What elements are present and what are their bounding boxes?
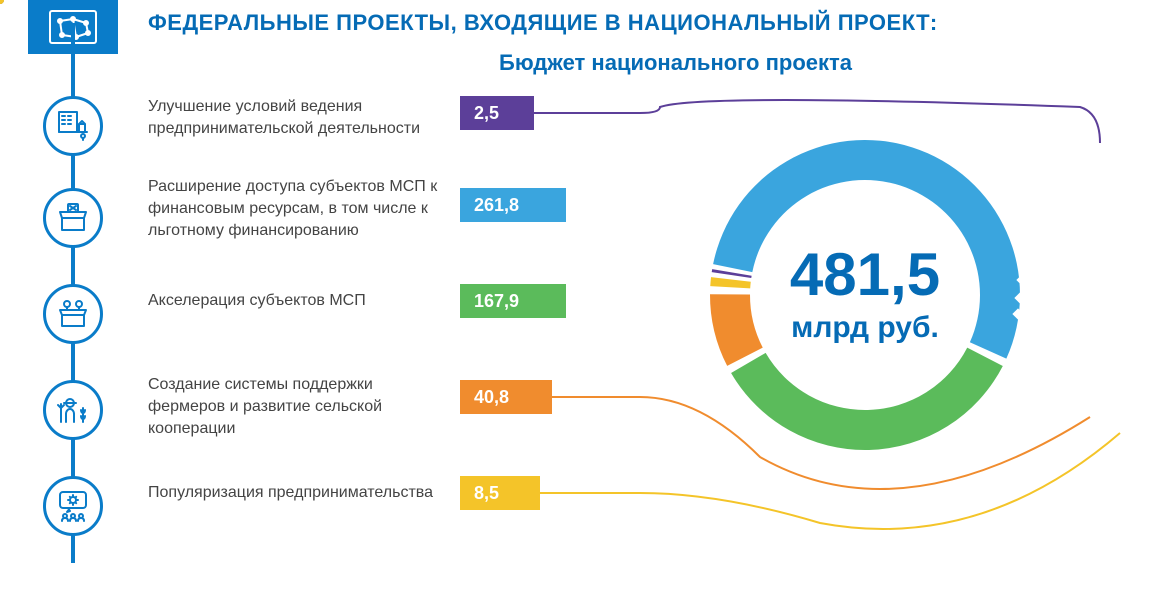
value-bar: 8,5 [460, 476, 540, 510]
timeline-node-conditions [43, 96, 103, 156]
shop-location-icon [55, 296, 91, 332]
row-label: Популяризация предпринимательства [148, 482, 448, 504]
value-bar: 40,8 [460, 380, 552, 414]
timeline-node-popular [43, 476, 103, 536]
row-label: Расширение доступа субъектов МСП к финан… [148, 176, 448, 242]
donut-center: 481,5 млрд руб. [700, 130, 1030, 460]
value-bar: 167,9 [460, 284, 566, 318]
value-bar: 2,5 [460, 96, 534, 130]
donut-chart: 481,5 млрд руб. [700, 130, 1030, 460]
total-unit: млрд руб. [791, 311, 939, 345]
value-text: 8,5 [474, 483, 499, 504]
building-store-icon [55, 108, 91, 144]
value-text: 40,8 [474, 387, 509, 408]
timeline-node-farmers [43, 380, 103, 440]
value-text: 167,9 [474, 291, 519, 312]
shop-discount-icon [55, 200, 91, 236]
infographic-root: ФЕДЕРАЛЬНЫЕ ПРОЕКТЫ, ВХОДЯЩИЕ В НАЦИОНАЛ… [0, 0, 1153, 590]
value-text: 261,8 [474, 195, 519, 216]
timeline-node-accel [43, 284, 103, 344]
value-bar: 261,8 [460, 188, 566, 222]
row-label: Акселерация субъектов МСП [148, 290, 448, 312]
timeline-node-finance [43, 188, 103, 248]
main-title: ФЕДЕРАЛЬНЫЕ ПРОЕКТЫ, ВХОДЯЩИЕ В НАЦИОНАЛ… [148, 10, 938, 36]
popularization-icon [55, 488, 91, 524]
row-label: Улучшение условий ведения предпринимател… [148, 96, 448, 140]
farmer-icon [55, 392, 91, 428]
row-label: Создание системы поддержки фермеров и ра… [148, 374, 448, 440]
subtitle: Бюджет национального проекта [499, 50, 852, 76]
total-value: 481,5 [790, 245, 940, 305]
value-text: 2,5 [474, 103, 499, 124]
